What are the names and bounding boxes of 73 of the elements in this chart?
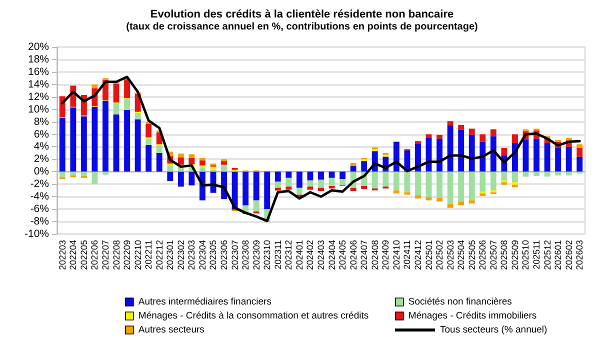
chart-title: Evolution des crédits à la clientèle résidente non bancaire bbox=[150, 8, 454, 20]
y-tick-label: 14% bbox=[28, 78, 49, 90]
y-tick-label: 4% bbox=[34, 140, 49, 153]
x-tick-label: 202511 bbox=[532, 240, 542, 270]
x-tick-label: 202302 bbox=[176, 240, 186, 270]
y-tick-label: 12% bbox=[28, 90, 49, 103]
x-tick-label: 202210 bbox=[132, 240, 143, 270]
x-tick-label: 202212 bbox=[154, 240, 164, 270]
x-tick-label: 202301 bbox=[165, 240, 176, 270]
x-tick-label: 202401 bbox=[294, 240, 304, 270]
x-tick-label: 202304 bbox=[197, 240, 208, 270]
x-tick-label: 202410 bbox=[391, 240, 402, 270]
x-tick-label: 202208 bbox=[111, 240, 122, 270]
x-tick-label: 202602 bbox=[564, 240, 574, 270]
x-tick-label: 202509 bbox=[510, 240, 520, 270]
x-tick-label: 202307 bbox=[230, 240, 240, 270]
x-tick-label: 202405 bbox=[338, 240, 348, 270]
y-tick-label: -6% bbox=[30, 203, 49, 216]
x-tick-label: 202407 bbox=[359, 240, 370, 270]
chart-subtitle: (taux de croissance annuel en %, contributions en points de pourcentage) bbox=[126, 22, 478, 32]
y-tick-label: 18% bbox=[28, 53, 49, 66]
legend-label: Autres secteurs bbox=[138, 324, 205, 336]
y-tick-label: 2% bbox=[34, 153, 49, 166]
x-tick-label: 202310 bbox=[262, 240, 272, 270]
x-tick-label: 202303 bbox=[186, 240, 197, 270]
x-tick-label: 202205 bbox=[78, 240, 89, 270]
y-tick-label: -10% bbox=[24, 228, 49, 240]
x-tick-label: 202504 bbox=[456, 240, 466, 270]
x-tick-label: 202203 bbox=[57, 240, 68, 270]
x-tick-label: 202204 bbox=[68, 240, 78, 270]
x-tick-label: 202403 bbox=[316, 240, 326, 270]
x-tick-label: 202211 bbox=[144, 240, 154, 270]
x-tick-label: 202408 bbox=[370, 240, 380, 270]
y-tick-label: -8% bbox=[30, 216, 49, 228]
x-tick-label: 202503 bbox=[445, 240, 456, 270]
x-tick-label: 202209 bbox=[122, 240, 132, 270]
x-tick-label: 202305 bbox=[208, 240, 218, 270]
x-tick-label: 202512 bbox=[542, 240, 552, 270]
x-tick-label: 202404 bbox=[326, 240, 337, 270]
x-tick-label: 202505 bbox=[466, 240, 477, 270]
y-tick-label: 0% bbox=[34, 166, 49, 178]
x-tick-label: 202501 bbox=[424, 240, 434, 270]
x-tick-label: 202312 bbox=[284, 240, 294, 270]
x-tick-label: 202206 bbox=[90, 240, 100, 270]
legend-label: Autres intermédiaires financiers bbox=[138, 296, 272, 308]
x-tick-label: 202603 bbox=[574, 240, 585, 270]
x-tick-label: 202506 bbox=[478, 240, 488, 270]
legend-label: Ménages - Crédits à la consommation et autres crédits bbox=[138, 310, 369, 322]
x-tick-label: 202308 bbox=[240, 240, 251, 270]
y-tick-label: -2% bbox=[30, 178, 49, 190]
legend-label: Ménages - Crédits immobiliers bbox=[408, 310, 537, 322]
x-tick-label: 202311 bbox=[272, 240, 283, 270]
y-tick-label: 16% bbox=[28, 66, 49, 78]
x-tick-label: 202309 bbox=[251, 240, 262, 270]
x-tick-label: 202402 bbox=[305, 240, 316, 270]
x-tick-label: 202507 bbox=[488, 240, 498, 270]
x-tick-label: 202406 bbox=[348, 240, 358, 270]
x-tick-label: 202411 bbox=[402, 240, 412, 270]
y-tick-label: 20% bbox=[28, 41, 49, 53]
x-tick-label: 202601 bbox=[553, 240, 564, 270]
x-tick-label: 202412 bbox=[412, 240, 423, 270]
x-tick-label: 202306 bbox=[219, 240, 230, 270]
x-tick-label: 202409 bbox=[380, 240, 391, 270]
x-tick-label: 202207 bbox=[100, 240, 110, 270]
x-tick-label: 202502 bbox=[434, 240, 445, 270]
y-tick-label: 10% bbox=[28, 103, 49, 116]
x-tick-label: 202508 bbox=[499, 240, 510, 270]
legend-label: Tous secteurs (% annuel) bbox=[440, 324, 548, 336]
legend-label: Sociétés non financières bbox=[408, 296, 512, 308]
y-tick-label: 8% bbox=[34, 116, 49, 128]
y-tick-label: 6% bbox=[34, 128, 49, 140]
y-tick-label: -4% bbox=[30, 190, 49, 203]
x-tick-label: 202510 bbox=[520, 240, 531, 270]
